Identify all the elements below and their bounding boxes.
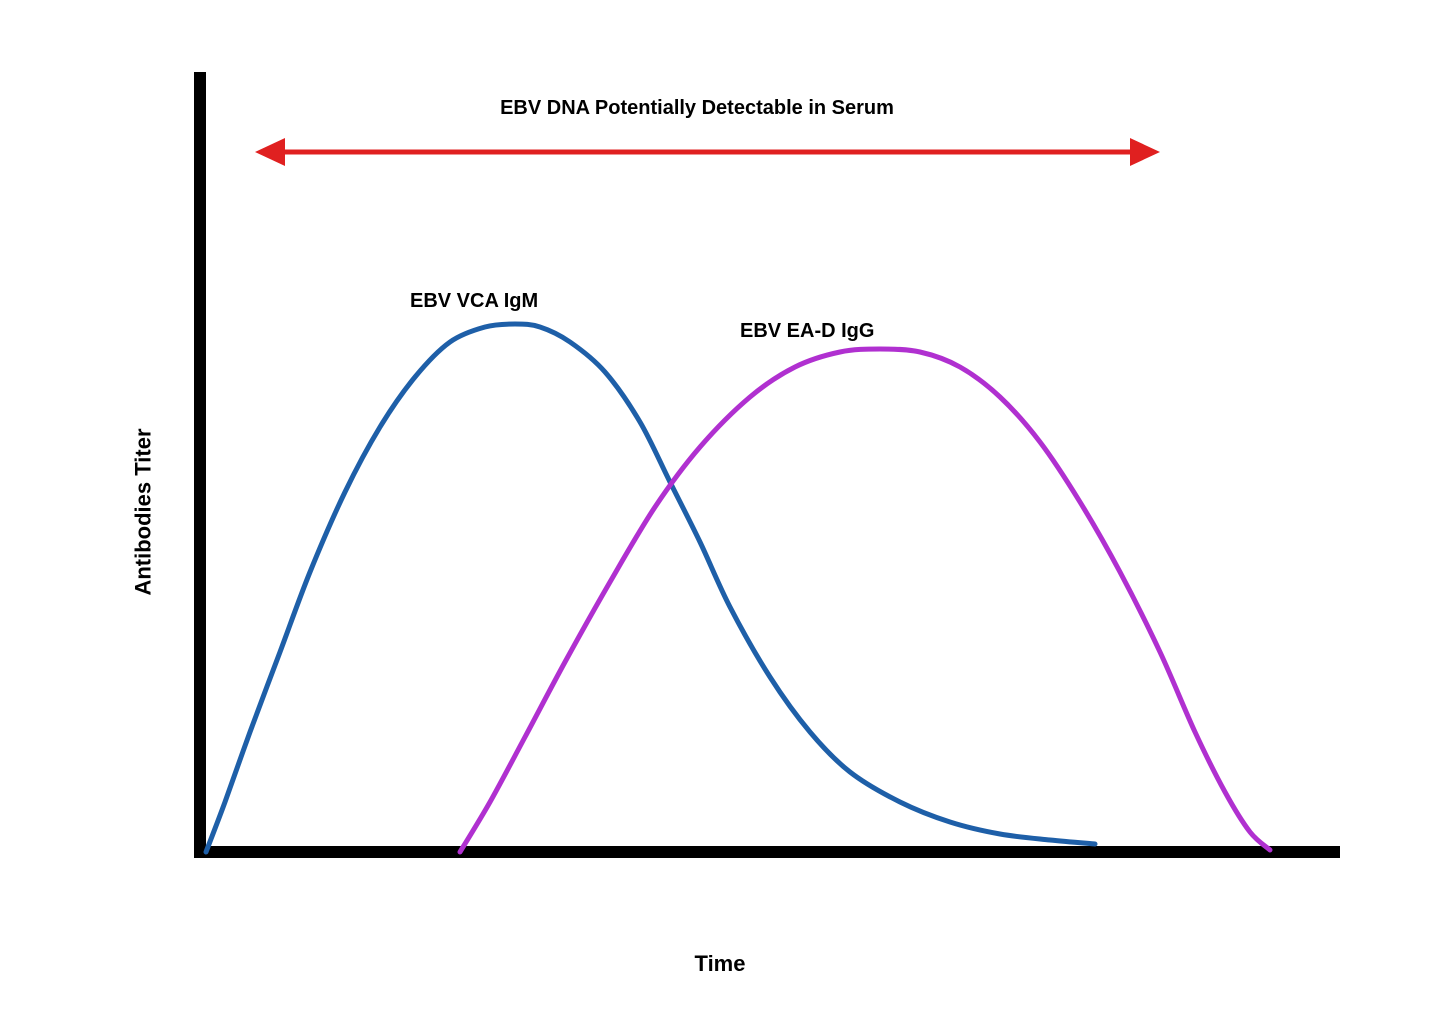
annotation-arrow-head-left <box>255 138 285 166</box>
curve-label-igm: EBV VCA IgM <box>410 290 538 313</box>
x-axis-label: Time <box>695 951 746 977</box>
curve-igg <box>460 349 1270 852</box>
chart-container: Antibodies Titer Time EBV DNA Potentiall… <box>70 52 1370 972</box>
curve-igm <box>206 324 1095 852</box>
annotation-arrow-label: EBV DNA Potentially Detectable in Serum <box>500 97 894 120</box>
annotation-arrow-head-right <box>1130 138 1160 166</box>
chart-svg <box>130 52 1350 922</box>
curve-label-igg: EBV EA-D IgG <box>740 320 874 343</box>
